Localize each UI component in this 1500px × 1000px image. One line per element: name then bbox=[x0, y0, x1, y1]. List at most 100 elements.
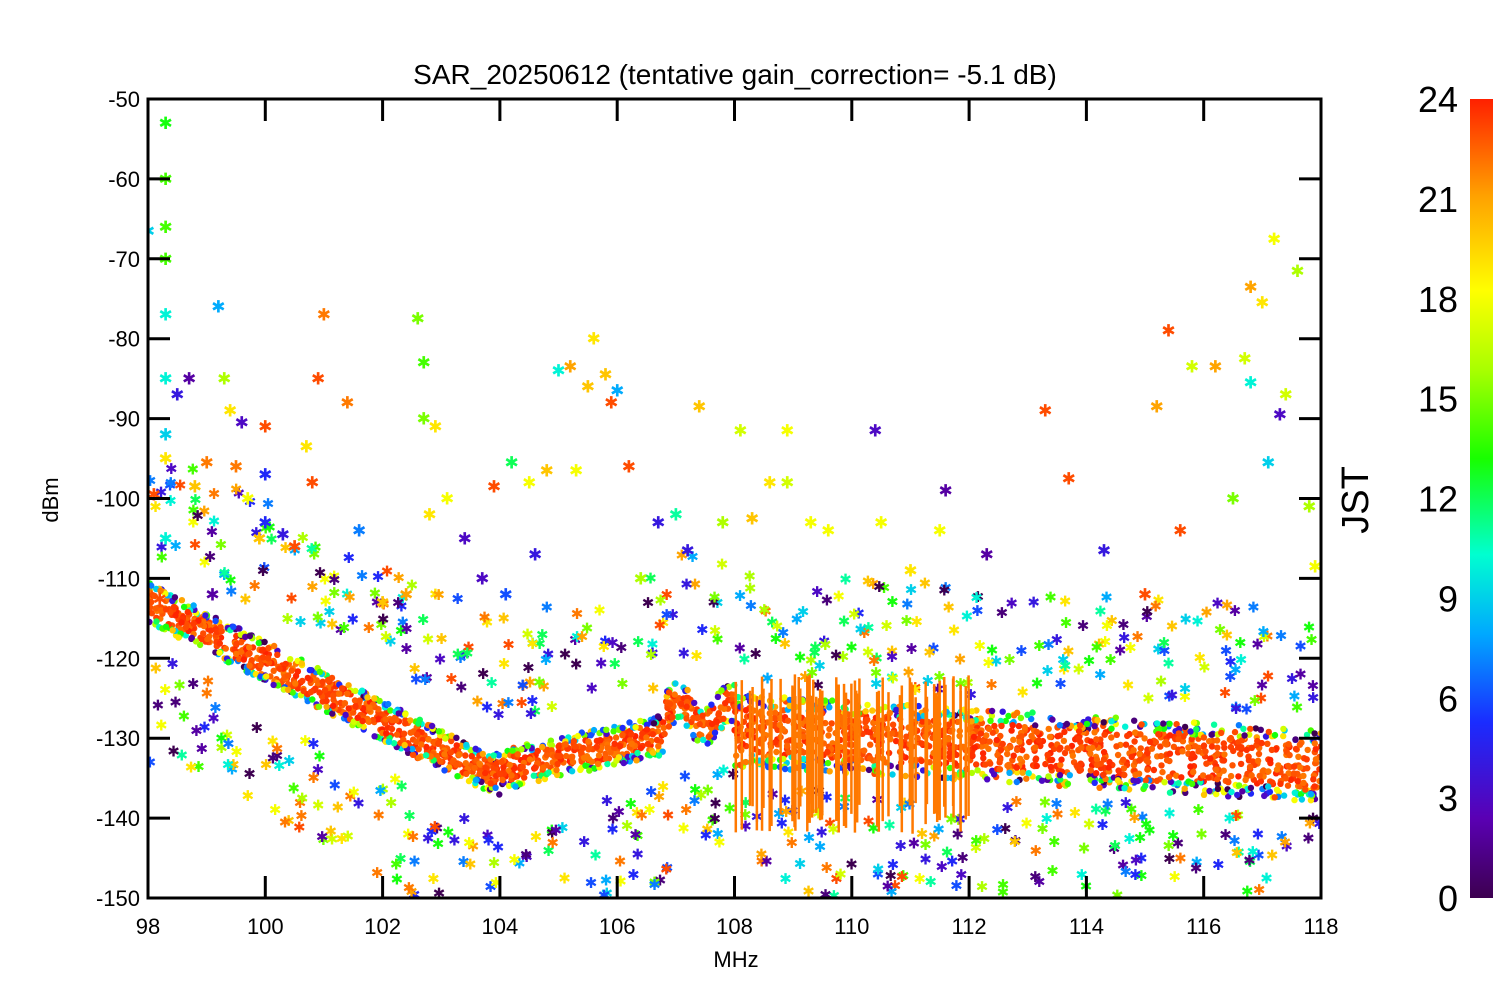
noise-mark bbox=[1002, 717, 1009, 725]
noise-mark: ✱ bbox=[709, 811, 722, 828]
noise-mark bbox=[1179, 748, 1186, 755]
noise-mark bbox=[568, 768, 576, 775]
noise-mark: ✱ bbox=[786, 835, 799, 852]
data-point: ✱ bbox=[340, 394, 354, 413]
noise-mark bbox=[893, 706, 900, 714]
noise-mark bbox=[1237, 750, 1244, 758]
noise-mark bbox=[1010, 712, 1018, 719]
noise-mark bbox=[971, 744, 978, 751]
noise-mark bbox=[1018, 733, 1025, 740]
noise-mark bbox=[453, 761, 460, 769]
noise-mark bbox=[252, 670, 260, 678]
noise-mark: ✱ bbox=[932, 821, 945, 838]
noise-mark bbox=[1100, 771, 1107, 778]
noise-mark bbox=[612, 734, 620, 741]
noise-mark: ✱ bbox=[978, 831, 991, 848]
noise-mark bbox=[918, 757, 925, 765]
noise-mark: ✱ bbox=[287, 780, 300, 797]
noise-mark: ✱ bbox=[1251, 637, 1264, 654]
noise-mark bbox=[175, 634, 182, 641]
y-tick-label: -140 bbox=[96, 806, 140, 831]
noise-mark: ✱ bbox=[497, 610, 510, 627]
noise-mark bbox=[722, 700, 729, 707]
noise-mark bbox=[376, 697, 383, 705]
noise-mark bbox=[1166, 732, 1174, 739]
noise-mark bbox=[1228, 788, 1235, 796]
noise-mark bbox=[725, 683, 733, 691]
noise-mark: ✱ bbox=[569, 632, 582, 649]
noise-mark bbox=[773, 748, 780, 756]
noise-mark: ✱ bbox=[595, 655, 608, 672]
noise-mark: ✱ bbox=[707, 595, 720, 612]
noise-mark: ✱ bbox=[1041, 663, 1054, 680]
noise-mark: ✱ bbox=[645, 647, 658, 664]
noise-mark bbox=[554, 752, 561, 760]
noise-mark bbox=[414, 731, 421, 738]
noise-mark: ✱ bbox=[1260, 871, 1273, 888]
noise-mark: ✱ bbox=[818, 634, 831, 651]
noise-mark: ✱ bbox=[176, 748, 189, 765]
noise-mark: ✱ bbox=[936, 859, 949, 876]
noise-mark: ✱ bbox=[1261, 628, 1274, 645]
noise-mark: ✱ bbox=[1111, 888, 1124, 905]
noise-mark: ✱ bbox=[872, 867, 885, 884]
noise-mark bbox=[416, 716, 423, 723]
noise-mark: ✱ bbox=[982, 655, 995, 672]
noise-mark: ✱ bbox=[1235, 652, 1248, 669]
noise-mark bbox=[244, 669, 251, 676]
noise-mark bbox=[307, 688, 315, 696]
noise-mark: ✱ bbox=[1152, 593, 1165, 610]
noise-mark: ✱ bbox=[348, 785, 361, 802]
noise-mark bbox=[415, 746, 422, 753]
noise-mark: ✱ bbox=[227, 757, 240, 774]
noise-mark: ✱ bbox=[1313, 816, 1326, 833]
noise-mark bbox=[1240, 725, 1247, 732]
noise-mark: ✱ bbox=[395, 779, 408, 796]
noise-mark: ✱ bbox=[1031, 675, 1044, 692]
noise-mark: ✱ bbox=[433, 886, 446, 903]
noise-mark bbox=[276, 665, 283, 672]
data-point: ✱ bbox=[1208, 358, 1222, 377]
noise-mark bbox=[683, 722, 690, 729]
noise-mark bbox=[476, 760, 483, 767]
noise-mark: ✱ bbox=[886, 670, 899, 687]
noise-mark bbox=[1083, 720, 1091, 728]
noise-mark bbox=[918, 740, 925, 747]
noise-mark: ✱ bbox=[615, 640, 628, 657]
data-point: ✱ bbox=[252, 530, 266, 549]
data-point: ✱ bbox=[422, 506, 436, 525]
noise-mark bbox=[620, 759, 627, 767]
noise-mark: ✱ bbox=[828, 888, 841, 905]
data-point: ✱ bbox=[522, 474, 536, 493]
noise-mark: ✱ bbox=[343, 550, 356, 567]
noise-mark: ✱ bbox=[791, 611, 804, 628]
noise-mark: ✱ bbox=[727, 766, 740, 783]
noise-mark bbox=[1291, 796, 1298, 804]
noise-mark bbox=[356, 697, 363, 704]
noise-mark: ✱ bbox=[164, 493, 177, 510]
noise-mark bbox=[178, 619, 185, 626]
noise-mark bbox=[342, 711, 349, 719]
colorbar-tick-label: 3 bbox=[1438, 778, 1458, 819]
noise-mark: ✱ bbox=[178, 708, 191, 725]
noise-mark bbox=[800, 749, 807, 756]
noise-mark: ✱ bbox=[513, 856, 526, 873]
data-point: ✱ bbox=[235, 414, 249, 433]
noise-mark bbox=[1252, 725, 1260, 732]
noise-mark bbox=[1246, 763, 1254, 771]
noise-mark bbox=[996, 766, 1003, 773]
noise-mark bbox=[148, 598, 155, 606]
data-point: ✱ bbox=[1226, 490, 1240, 509]
noise-mark bbox=[385, 738, 392, 745]
data-point: ✱ bbox=[1267, 230, 1281, 249]
noise-mark: ✱ bbox=[1163, 688, 1176, 705]
noise-mark bbox=[428, 722, 436, 730]
noise-mark bbox=[628, 740, 636, 747]
noise-mark: ✱ bbox=[1135, 868, 1148, 885]
noise-mark: ✱ bbox=[1094, 667, 1107, 684]
noise-mark: ✱ bbox=[1174, 851, 1187, 868]
noise-mark: ✱ bbox=[1230, 700, 1243, 717]
noise-mark: ✱ bbox=[709, 796, 722, 813]
noise-mark bbox=[723, 690, 731, 698]
noise-mark bbox=[447, 749, 455, 756]
